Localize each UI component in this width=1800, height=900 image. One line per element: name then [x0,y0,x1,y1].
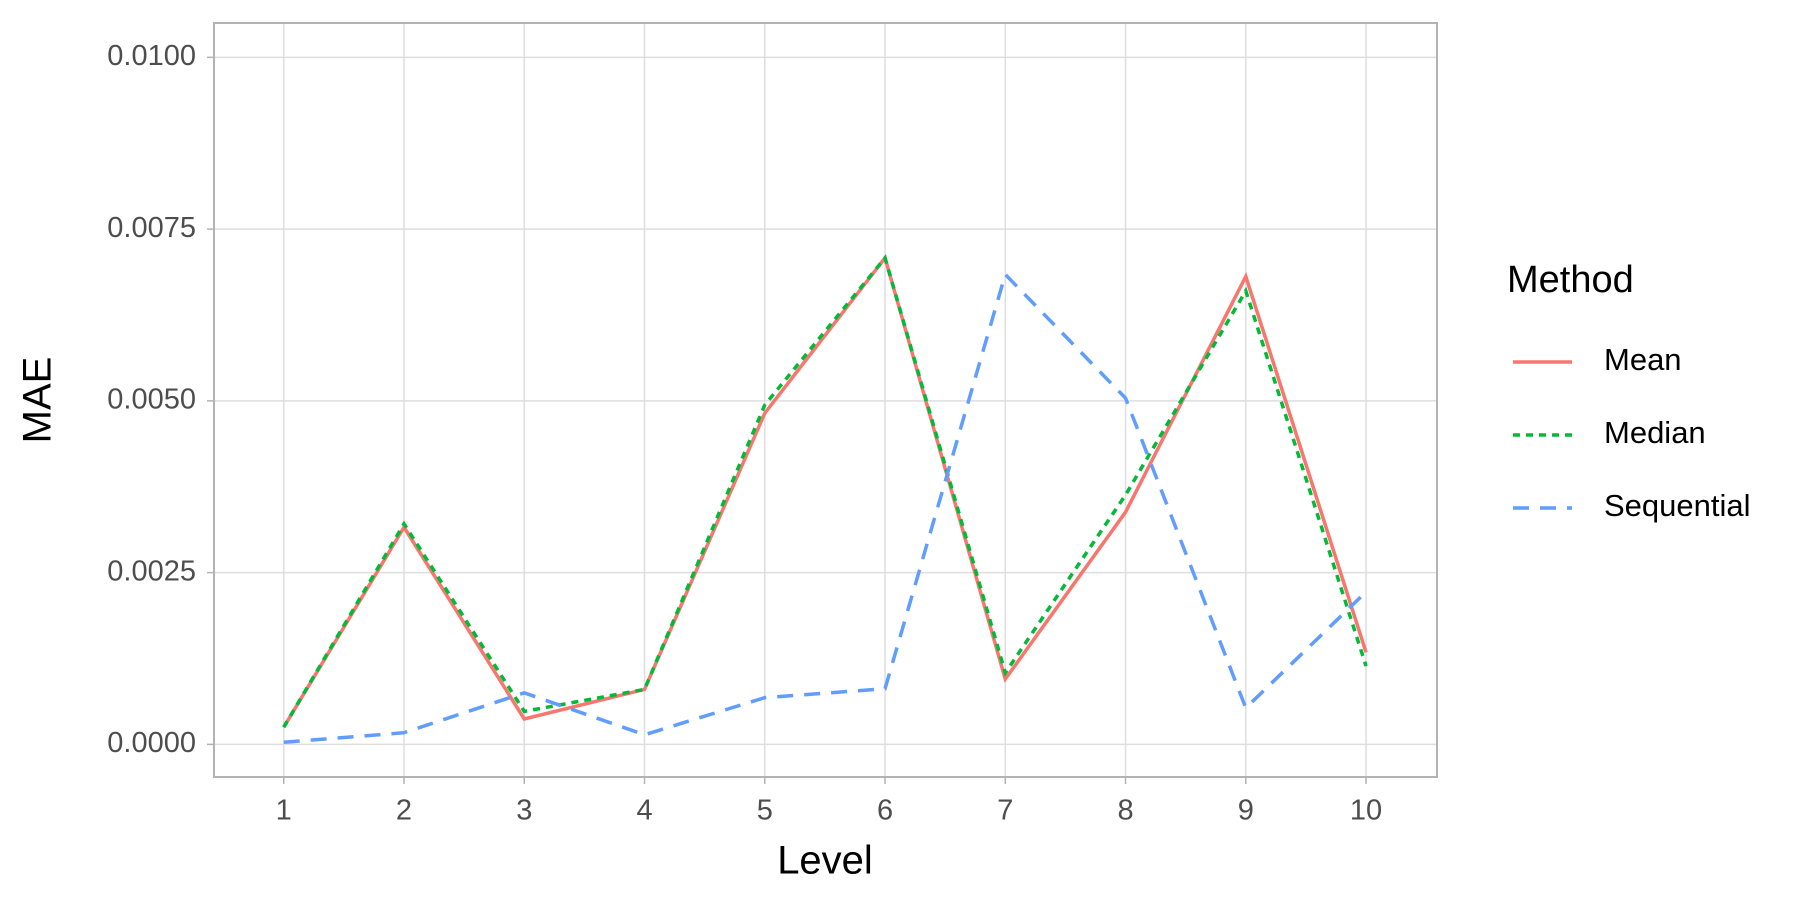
y-tick-label: 0.0075 [107,212,196,244]
y-axis-title: MAE [16,357,60,444]
x-tick-label: 10 [1350,795,1382,827]
y-tick-label: 0.0050 [107,384,196,416]
x-tick-label: 7 [997,795,1013,827]
legend-label: Sequential [1604,488,1751,523]
y-tick-label: 0.0100 [107,40,196,72]
legend-label: Median [1604,415,1706,450]
x-axis-title: Level [777,839,873,883]
x-tick-label: 2 [396,795,412,827]
x-tick-label: 4 [636,795,652,827]
legend-label: Mean [1604,342,1682,377]
x-tick-label: 6 [877,795,893,827]
series-line [282,254,1368,729]
x-tick-label: 1 [276,795,292,827]
x-tick-label: 3 [516,795,532,827]
series-line [283,271,1368,745]
legend-title: Method [1507,259,1634,301]
x-tick-label: 8 [1117,795,1133,827]
plot-border [213,22,1438,778]
y-tick-label: 0.0000 [107,727,196,759]
x-tick-label: 5 [757,795,773,827]
x-tick-label: 9 [1238,795,1254,827]
y-tick-label: 0.0025 [107,555,196,587]
